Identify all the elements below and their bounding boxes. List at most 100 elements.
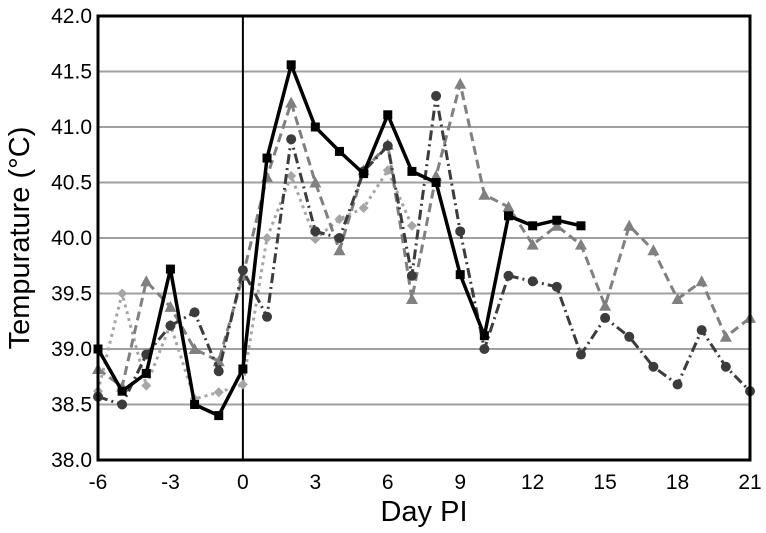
x-tick-label: 6 — [382, 471, 394, 494]
series-1-point — [334, 146, 344, 156]
y-tick-label: 40.5 — [51, 172, 92, 195]
series-1-point — [359, 169, 369, 179]
series-2-point — [334, 233, 345, 243]
x-tick-label: 3 — [309, 471, 321, 494]
series-2-point — [213, 366, 224, 377]
y-tick-label: 41.0 — [51, 116, 92, 139]
series-3-point — [671, 293, 684, 305]
y-tick-label: 39.5 — [51, 283, 92, 306]
series-3-point — [188, 343, 201, 354]
series-3-point — [140, 275, 153, 287]
series-3 — [92, 77, 756, 392]
series-4-point — [406, 220, 417, 231]
series-4-point — [310, 234, 321, 245]
series-4-point — [286, 170, 297, 181]
series-2-point — [600, 312, 611, 323]
series-4-point — [262, 233, 273, 243]
series-2-point — [431, 90, 442, 101]
series-2-point — [479, 344, 490, 354]
series-1-point — [431, 178, 441, 187]
series-2-point — [696, 325, 707, 336]
series-1-point — [262, 153, 272, 163]
series-2-point — [720, 361, 731, 372]
x-tick-label: 12 — [521, 471, 544, 494]
series-3-point — [478, 188, 491, 200]
series-2-point — [575, 349, 586, 360]
series-2-line — [97, 94, 752, 406]
plot-frame — [96, 14, 752, 462]
series-1-point — [286, 60, 296, 70]
y-tick-label: 39.0 — [51, 338, 92, 361]
series-1-point — [576, 221, 586, 231]
series-3-point — [526, 238, 539, 250]
series-2-point — [189, 307, 200, 318]
series-1-point — [383, 110, 393, 120]
y-tick-label: 38.5 — [51, 394, 92, 417]
series-1-point — [504, 211, 514, 221]
series-4-point — [358, 203, 369, 214]
series-layer — [92, 60, 756, 421]
y-tick-label: 40.0 — [51, 227, 92, 250]
series-3-point — [164, 300, 177, 312]
series-4-line — [96, 168, 414, 401]
series-3-point — [719, 330, 732, 342]
series-3-point — [285, 96, 298, 108]
series-2-point — [455, 226, 466, 237]
series-3-point — [502, 200, 515, 212]
series-1-point — [552, 215, 562, 225]
x-tick-label: 9 — [454, 471, 466, 494]
series-2 — [93, 90, 755, 410]
series-2-point — [551, 281, 562, 292]
tick-labels: -6 -3 0 3 6 9 12 15 18 21 38.0 38.5 39.0 39.5 40.0 40.5… — [51, 5, 762, 494]
x-tick-label: -3 — [161, 471, 180, 494]
series-1-point — [238, 364, 248, 374]
series-2-point — [117, 399, 128, 410]
series-3-point — [647, 244, 660, 256]
x-axis-title: Day PI — [380, 496, 467, 528]
series-1-point — [141, 368, 151, 378]
y-tick-label: 42.0 — [51, 5, 92, 28]
series-2-point — [527, 276, 538, 287]
series-2-point — [672, 379, 683, 390]
series-1-point — [528, 221, 538, 231]
series-2-point — [262, 311, 273, 322]
series-3-point — [550, 219, 563, 231]
x-tick-label: -6 — [89, 471, 108, 494]
x-tick-label: 0 — [237, 471, 249, 494]
series-2-point — [624, 331, 635, 342]
series-3-point — [454, 77, 467, 89]
series-3-line — [97, 82, 751, 389]
series-1-point — [455, 270, 465, 280]
x-tick-label: 15 — [593, 471, 616, 494]
series-1-point — [117, 386, 127, 396]
series-1-point — [407, 166, 417, 176]
x-tick-label: 18 — [666, 471, 689, 494]
series-2-point — [382, 140, 393, 151]
series-2-point — [648, 361, 659, 372]
series-3-point — [309, 176, 322, 188]
series-2-point — [406, 270, 417, 281]
series-3-point — [574, 238, 587, 250]
series-4-point — [117, 288, 128, 299]
series-1-point — [165, 264, 175, 274]
series-2-point — [286, 134, 297, 145]
gridlines — [98, 16, 750, 460]
series-3-point — [599, 299, 612, 311]
series-4-point — [237, 379, 248, 390]
y-tick-label: 41.5 — [51, 61, 92, 84]
series-3-point — [623, 219, 636, 231]
x-tick-label: 21 — [738, 471, 761, 494]
series-4-point — [141, 380, 152, 391]
series-3-point — [695, 275, 708, 287]
series-1-point — [214, 411, 224, 421]
series-1-point — [190, 400, 200, 409]
series-4-point — [334, 214, 345, 225]
series-3-point — [405, 293, 418, 305]
y-tick-label: 38.0 — [51, 449, 92, 472]
series-1-point — [479, 331, 489, 341]
series-1-point — [310, 122, 320, 132]
series-3-point — [333, 244, 346, 256]
series-2-point — [503, 270, 514, 281]
series-2-point — [237, 265, 248, 276]
y-axis-title: Tempurature (°C) — [4, 127, 36, 350]
